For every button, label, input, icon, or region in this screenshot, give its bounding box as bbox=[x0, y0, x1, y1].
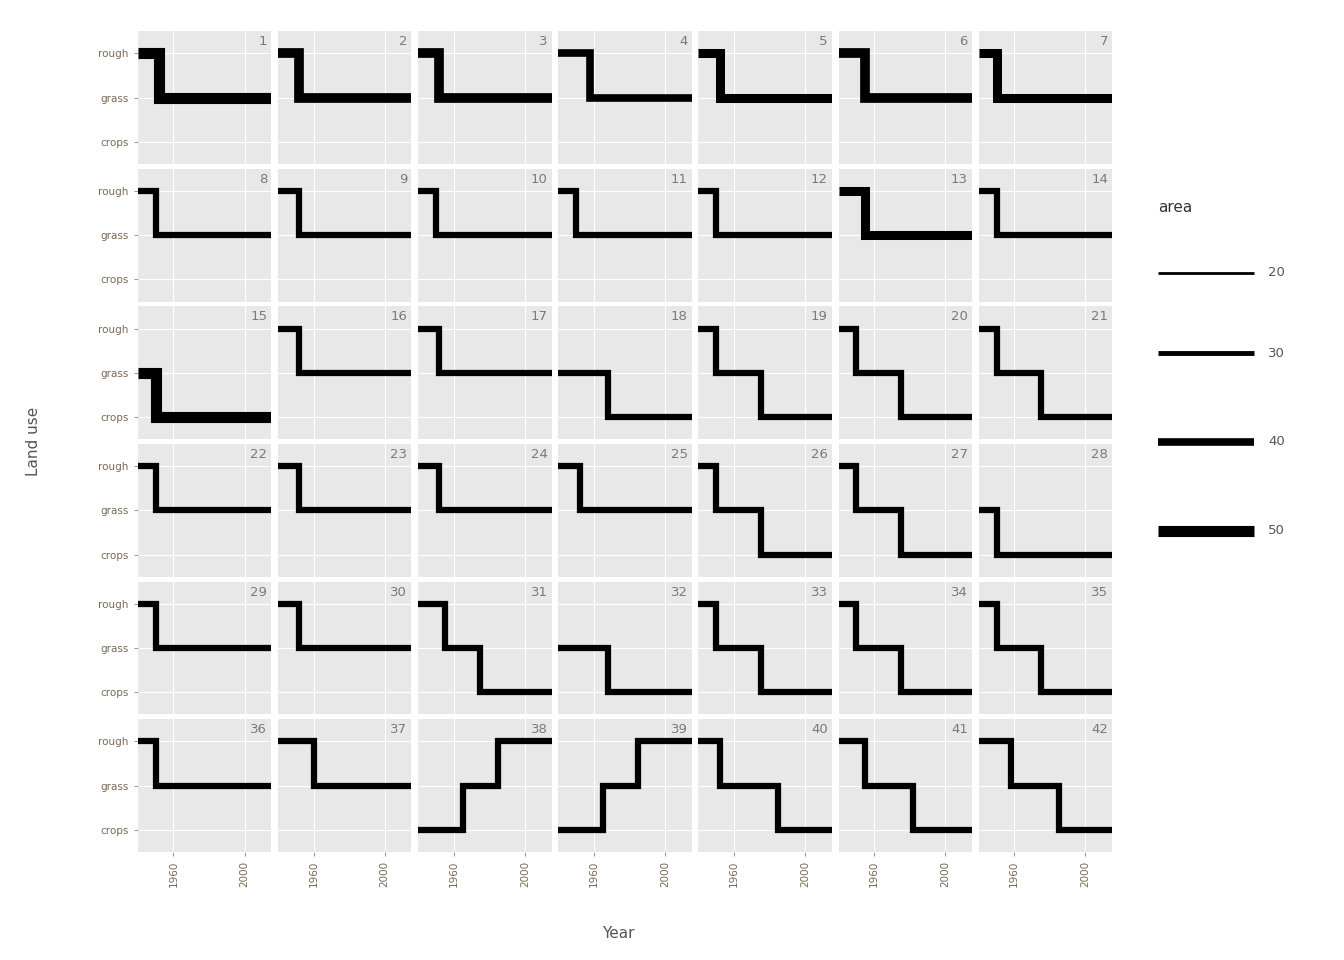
Text: 28: 28 bbox=[1091, 448, 1109, 461]
Text: 11: 11 bbox=[671, 173, 688, 186]
Text: 30: 30 bbox=[1267, 347, 1285, 360]
Text: 32: 32 bbox=[671, 586, 688, 599]
Text: 33: 33 bbox=[810, 586, 828, 599]
Text: 37: 37 bbox=[390, 723, 407, 736]
Text: 23: 23 bbox=[390, 448, 407, 461]
Text: 5: 5 bbox=[820, 36, 828, 48]
Text: Land use: Land use bbox=[26, 407, 42, 476]
Text: 40: 40 bbox=[1267, 436, 1285, 448]
Text: 38: 38 bbox=[531, 723, 547, 736]
Text: 25: 25 bbox=[671, 448, 688, 461]
Text: 29: 29 bbox=[250, 586, 267, 599]
Text: 30: 30 bbox=[391, 586, 407, 599]
Text: 36: 36 bbox=[250, 723, 267, 736]
Text: 27: 27 bbox=[952, 448, 968, 461]
Text: 21: 21 bbox=[1091, 310, 1109, 324]
Text: 3: 3 bbox=[539, 36, 547, 48]
Text: 42: 42 bbox=[1091, 723, 1109, 736]
Text: 12: 12 bbox=[810, 173, 828, 186]
Text: 35: 35 bbox=[1091, 586, 1109, 599]
Text: 6: 6 bbox=[960, 36, 968, 48]
Text: 14: 14 bbox=[1091, 173, 1109, 186]
Text: 8: 8 bbox=[259, 173, 267, 186]
Text: 40: 40 bbox=[810, 723, 828, 736]
Text: 39: 39 bbox=[671, 723, 688, 736]
Text: 50: 50 bbox=[1267, 524, 1285, 538]
Text: area: area bbox=[1157, 200, 1192, 215]
Text: Year: Year bbox=[602, 925, 634, 941]
Text: 19: 19 bbox=[810, 310, 828, 324]
Text: 1: 1 bbox=[258, 36, 267, 48]
Text: 4: 4 bbox=[679, 36, 688, 48]
Text: 34: 34 bbox=[952, 586, 968, 599]
Text: 26: 26 bbox=[810, 448, 828, 461]
Text: 31: 31 bbox=[531, 586, 547, 599]
Text: 15: 15 bbox=[250, 310, 267, 324]
Text: 9: 9 bbox=[399, 173, 407, 186]
Text: 24: 24 bbox=[531, 448, 547, 461]
Text: 20: 20 bbox=[952, 310, 968, 324]
Text: 17: 17 bbox=[531, 310, 547, 324]
Text: 18: 18 bbox=[671, 310, 688, 324]
Text: 13: 13 bbox=[952, 173, 968, 186]
Text: 41: 41 bbox=[952, 723, 968, 736]
Text: 16: 16 bbox=[391, 310, 407, 324]
Text: 2: 2 bbox=[399, 36, 407, 48]
Text: 20: 20 bbox=[1267, 266, 1285, 279]
Text: 10: 10 bbox=[531, 173, 547, 186]
Text: 7: 7 bbox=[1099, 36, 1109, 48]
Text: 22: 22 bbox=[250, 448, 267, 461]
